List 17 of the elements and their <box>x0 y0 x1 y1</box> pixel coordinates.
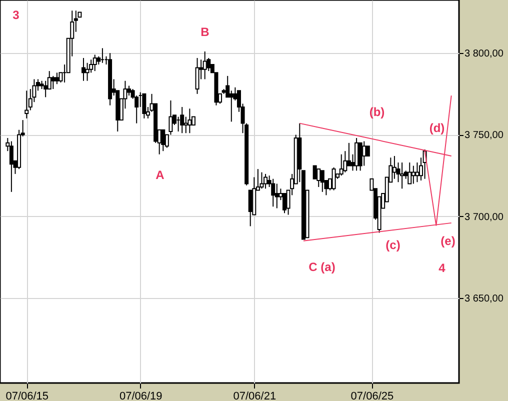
annotation: (c) <box>386 238 400 252</box>
y-tick-label: 3 800,00 <box>464 48 504 60</box>
annotation: A <box>156 168 165 182</box>
annotation: (e) <box>440 234 456 248</box>
annotation: (d) <box>429 121 445 135</box>
annotation: C (a) <box>308 260 336 274</box>
annotation: 4 <box>438 261 446 275</box>
y-tick-label: 3 650,00 <box>464 294 504 305</box>
x-tick-label: 07/06/25 <box>350 390 394 401</box>
annotation: (b) <box>369 105 385 119</box>
x-tick-label: 07/06/19 <box>119 390 162 401</box>
x-tick-label: 07/06/15 <box>6 390 49 401</box>
annotation: B <box>200 25 210 39</box>
annotation: 3 <box>12 8 20 22</box>
y-tick-label: 3 750,00 <box>464 130 504 142</box>
y-tick-label: 3 700,00 <box>464 212 504 223</box>
x-tick-label: 07/06/21 <box>233 390 276 401</box>
